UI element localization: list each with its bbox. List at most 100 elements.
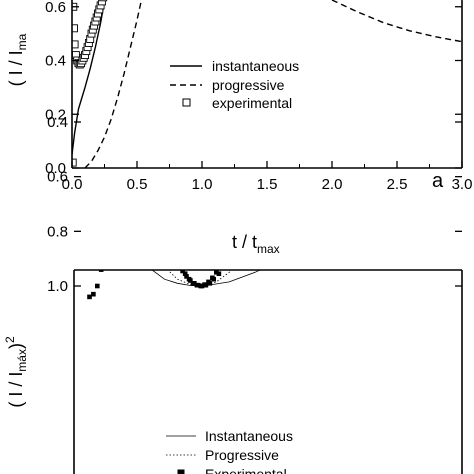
panel-b-series-experimental-lower-point bbox=[98, 251, 102, 255]
panel-b-series-experimental-upper-point bbox=[331, 156, 335, 160]
panel-b-series-experimental-upper-point bbox=[382, 130, 386, 134]
panel-b-series-experimental-upper-point bbox=[266, 212, 270, 216]
panel-b-series-experimental-lower-point bbox=[156, 205, 160, 209]
panel-b-series-experimental-upper-point bbox=[227, 259, 231, 263]
panel-b-series-experimental-upper-point bbox=[165, 232, 169, 236]
panel-b-y-title-close: ) bbox=[6, 343, 26, 349]
panel-b-series-experimental-upper-point bbox=[447, 102, 451, 106]
panel-b-legend: Instantaneous Progressive Experimental bbox=[158, 424, 386, 474]
panel-a-series-experimental-point bbox=[97, 0, 106, 6]
panel-b-series-experimental-upper-point bbox=[318, 164, 322, 168]
panel-b-series-experimental-lower-point bbox=[344, 134, 348, 138]
panel-b-series-experimental-lower-point bbox=[219, 262, 223, 266]
panel-b-series-experimental-lower-point bbox=[311, 153, 315, 157]
panel-b-series-experimental-upper-point bbox=[169, 243, 173, 247]
panel-b-series-experimental-lower-point bbox=[117, 150, 121, 154]
panel-b-series-experimental-upper-point bbox=[119, 177, 123, 181]
panel-b-series-experimental-upper bbox=[87, 100, 458, 300]
panel-a-y-ticks: 0.00.20.40.6 bbox=[45, 0, 462, 177]
panel-a-x-tick-label: 0.5 bbox=[127, 176, 148, 193]
panel-b-series-experimental-lower-point bbox=[350, 131, 354, 135]
panel-b-series-experimental-upper-point bbox=[87, 294, 92, 300]
panel-a-legend: instantaneous progressive experimental bbox=[170, 58, 299, 111]
panel-b-series-experimental-upper-point bbox=[298, 180, 302, 184]
panel-b-series-experimental-upper-point bbox=[324, 160, 328, 164]
panel-b-series-experimental-upper-point bbox=[95, 283, 100, 289]
panel-b-y-title: ( I / Imáx)2 bbox=[3, 336, 29, 408]
legend-progressive-label: progressive bbox=[212, 77, 285, 93]
panel-b-series-experimental-lower bbox=[98, 131, 354, 289]
panel-b-series-experimental-upper-point bbox=[428, 110, 432, 114]
panel-b-series-experimental-upper-point bbox=[180, 270, 185, 274]
panel-a-y-tick-label: 0.0 bbox=[45, 160, 66, 177]
panel-b-series-experimental-lower-point bbox=[160, 216, 164, 220]
panel-b-series-experimental-upper-point bbox=[161, 221, 165, 225]
panel-b-series-experimental-upper-point bbox=[292, 186, 296, 190]
legend-b-progressive-label: Progressive bbox=[205, 447, 279, 463]
legend-experimental-swatch bbox=[182, 98, 191, 107]
panel-b-axes bbox=[73, 269, 463, 474]
panel-b-series-experimental-upper-point bbox=[415, 116, 419, 120]
panel-b-series-experimental-upper-point bbox=[441, 105, 445, 109]
panel-a-x-title: t / tmax bbox=[232, 232, 280, 256]
panel-b-series-experimental-upper-point bbox=[279, 198, 283, 202]
panel-a-y-title-sub: ma bbox=[15, 33, 29, 50]
legend-b-experimental-label: Experimental bbox=[205, 466, 287, 474]
panel-b-series-experimental-lower-point bbox=[305, 157, 309, 161]
panel-b-series-experimental-lower-point bbox=[102, 229, 106, 233]
panel-b-series-experimental-upper-point bbox=[344, 147, 348, 151]
panel-b-series-experimental-lower-point bbox=[206, 279, 211, 285]
panel-b-legend-background bbox=[158, 424, 386, 474]
panel-b-series-experimental-upper-point bbox=[285, 191, 289, 195]
panel-a-y-tick-label: 0.2 bbox=[45, 106, 66, 123]
panel-b-series-experimental-lower-point bbox=[194, 282, 200, 288]
panel-b-series-experimental-upper-point bbox=[115, 188, 119, 192]
panel-b-series-experimental-lower-point bbox=[225, 254, 229, 258]
panel-b-series-experimental-upper-point bbox=[376, 132, 380, 136]
panel-b-series-experimental-upper-point bbox=[337, 151, 341, 155]
panel-b-series-experimental-lower-point bbox=[172, 247, 176, 251]
panel-b-series-experimental-upper-point bbox=[389, 127, 393, 131]
panel-b-series-experimental-lower-point bbox=[247, 220, 251, 224]
panel-b-series-experimental-upper-point bbox=[273, 205, 277, 209]
panel-b-series-experimental-upper-point bbox=[107, 224, 111, 228]
panel-b-series-experimental-lower-point bbox=[266, 194, 270, 198]
panel-a-y-title-main: ( I / I bbox=[6, 50, 26, 86]
panel-b-series-experimental-upper-point bbox=[260, 218, 264, 222]
panel-b-series-experimental-lower-point bbox=[168, 238, 172, 242]
panel-b-series-experimental-lower-point bbox=[279, 180, 283, 184]
panel-b-series-experimental-upper-point bbox=[305, 175, 309, 179]
panel-a-x-tick-label: 2.0 bbox=[322, 176, 343, 193]
panel-b-series-experimental-lower-point bbox=[202, 282, 207, 287]
panel-b-series-experimental-lower-point bbox=[144, 171, 148, 175]
panel-a-series-experimental-point bbox=[72, 24, 78, 33]
panel-a-x-tick-label: 1.0 bbox=[192, 176, 213, 193]
panel-a-x-ticks: 0.0 0.5 1.0 1.5 2.0 2.5 3.0 bbox=[62, 161, 472, 193]
panel-b-series-experimental-upper-point bbox=[138, 171, 142, 175]
panel-b-series-experimental-lower-point bbox=[318, 149, 322, 153]
panel-b-series-experimental-lower-point bbox=[198, 283, 203, 289]
panel-b-series-experimental-lower-point bbox=[129, 142, 133, 146]
panel-b-series-experimental-lower-point bbox=[298, 162, 302, 166]
panel-a-series-experimental bbox=[72, 0, 108, 167]
panel-a: 0.0 0.5 1.0 1.5 2.0 2.5 3.0 0.00.20.40.6 insta… bbox=[6, 0, 472, 256]
panel-b-series-experimental-upper-point bbox=[122, 171, 126, 175]
panel-b-series-experimental-upper-point bbox=[157, 210, 161, 214]
panel-b-series-experimental-upper-point bbox=[357, 141, 361, 145]
panel-b-series-experimental-upper-point bbox=[402, 121, 406, 125]
panel-a-series-experimental-point bbox=[99, 0, 108, 2]
panel-b-series-experimental-lower-point bbox=[214, 270, 219, 275]
panel-b-series-experimental-upper-point bbox=[91, 291, 96, 297]
panel-a-plot-area bbox=[72, 0, 462, 168]
panel-a-x-tick-label: 1.5 bbox=[257, 176, 278, 193]
panel-b-series-experimental-lower-point bbox=[176, 257, 180, 261]
panel-b-y-title-sub: máx bbox=[15, 349, 29, 372]
panel-b-series-experimental-lower-point bbox=[110, 183, 114, 187]
panel-a-y-title: ( I / Ima bbox=[6, 33, 29, 86]
panel-b-series-experimental-upper-point bbox=[454, 100, 458, 104]
panel-b-series-experimental-upper-point bbox=[311, 169, 315, 173]
panel-a-x-tick-label: 0.0 bbox=[62, 176, 83, 193]
panel-b-series-experimental-upper-point bbox=[253, 227, 257, 231]
panel-b-series-experimental-lower-point bbox=[148, 182, 152, 186]
panel-a-y-tick-label: 0.4 bbox=[45, 53, 66, 70]
